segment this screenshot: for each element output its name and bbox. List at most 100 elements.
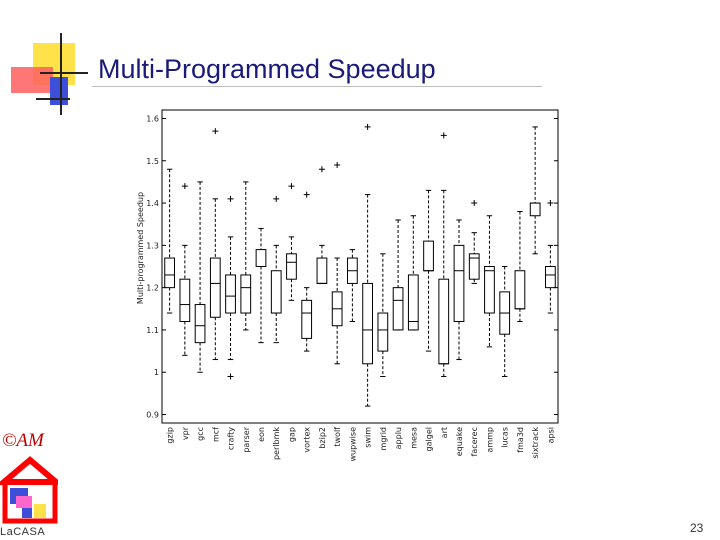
x-tick-label-ammp: ammp bbox=[485, 427, 494, 453]
box-body bbox=[179, 278, 191, 322]
box-crafty bbox=[225, 195, 236, 380]
x-tick-label-wupwise: wupwise bbox=[348, 427, 357, 462]
box-body bbox=[164, 257, 175, 289]
x-tick-label-lucas: lucas bbox=[501, 427, 510, 448]
box-wupwise bbox=[347, 249, 358, 322]
y-tick-label: 1.5 bbox=[146, 157, 159, 166]
box-applu bbox=[392, 219, 404, 331]
x-tick-label-twolf: twolf bbox=[333, 427, 342, 447]
outlier-marker bbox=[471, 200, 478, 207]
x-tick-label-vpr: vpr bbox=[181, 426, 190, 440]
y-ticks: 0.9 1 1.1 1.2 1.3 1.4 1.5 1.6 bbox=[146, 114, 558, 420]
lacasa-logo-text: LaCASA bbox=[0, 526, 46, 538]
box-body bbox=[423, 240, 434, 272]
box-gzip bbox=[164, 168, 175, 314]
decor-horizontal-line-short bbox=[36, 98, 70, 100]
y-tick-label: 1.4 bbox=[146, 199, 159, 208]
box-body bbox=[270, 270, 282, 314]
box-body bbox=[392, 287, 404, 331]
box-body bbox=[514, 270, 526, 310]
box-mgrid bbox=[377, 253, 389, 377]
box-vpr bbox=[179, 183, 191, 356]
box-swim bbox=[362, 123, 373, 407]
box-lucas bbox=[499, 266, 511, 377]
outlier-marker bbox=[227, 195, 234, 202]
y-tick-label: 1 bbox=[154, 368, 159, 377]
box-body bbox=[301, 299, 313, 339]
outlier-marker bbox=[227, 373, 234, 380]
x-tick-label-bzip2: bzip2 bbox=[318, 427, 327, 449]
x-tick-label-art: art bbox=[440, 427, 449, 438]
box-bzip2 bbox=[316, 166, 328, 284]
box-body bbox=[468, 253, 480, 280]
outlier-marker bbox=[547, 200, 554, 207]
x-tick-label-perlbmk: perlbmk bbox=[272, 427, 281, 460]
y-tick-label: 1.1 bbox=[146, 326, 159, 335]
box-body bbox=[194, 304, 206, 344]
box-sixtrack bbox=[529, 126, 541, 255]
box-body bbox=[453, 244, 465, 322]
y-tick-label: 1.3 bbox=[146, 241, 159, 250]
y-axis-label: Multi-programmed Speedup bbox=[136, 192, 145, 304]
x-tick-label-mgrid: mgrid bbox=[379, 427, 388, 450]
outlier-marker bbox=[212, 128, 219, 135]
box-ammp bbox=[484, 215, 495, 348]
box-body bbox=[255, 249, 267, 268]
x-tick-label-gcc: gcc bbox=[196, 427, 205, 441]
outlier-marker bbox=[303, 191, 310, 198]
box-facerec bbox=[468, 200, 480, 284]
x-tick-label-eon: eon bbox=[257, 427, 266, 442]
x-tick-label-mcf: mcf bbox=[211, 427, 220, 442]
box-art bbox=[438, 132, 450, 377]
outlier-marker bbox=[288, 183, 295, 190]
box-body bbox=[209, 257, 221, 318]
box-apsi bbox=[545, 200, 556, 314]
outlier-marker bbox=[318, 166, 325, 173]
box-body bbox=[529, 202, 541, 217]
box-body bbox=[407, 274, 419, 331]
outlier-marker bbox=[273, 195, 280, 202]
box-body bbox=[316, 257, 328, 284]
box-body bbox=[545, 266, 556, 289]
x-tick-label-apsi: apsi bbox=[546, 427, 555, 443]
y-tick-label: 0.9 bbox=[146, 411, 159, 420]
box-mesa bbox=[407, 215, 419, 331]
x-tick-label-equake: equake bbox=[455, 427, 464, 456]
x-tick-label-sixtrack: sixtrack bbox=[531, 427, 540, 459]
box-fma3d bbox=[514, 211, 526, 322]
box-galgel bbox=[423, 189, 434, 352]
box-parser bbox=[240, 181, 252, 331]
boxes bbox=[164, 123, 556, 407]
box-body bbox=[240, 274, 252, 314]
box-twolf bbox=[331, 161, 343, 365]
box-body bbox=[225, 274, 236, 314]
box-mcf bbox=[209, 128, 221, 361]
y-tick-label: 1.2 bbox=[146, 284, 159, 293]
outlier-marker bbox=[334, 161, 341, 168]
decor-horizontal-line bbox=[40, 72, 88, 74]
box-body bbox=[286, 253, 297, 280]
x-tick-label-vortex: vortex bbox=[303, 427, 312, 453]
box-body bbox=[438, 278, 450, 365]
x-tick-label-fma3d: fma3d bbox=[516, 427, 525, 453]
box-gap bbox=[286, 183, 297, 301]
outlier-marker bbox=[440, 132, 447, 139]
box-body bbox=[377, 312, 389, 352]
x-tick-label-parser: parser bbox=[242, 426, 251, 452]
box-body bbox=[484, 266, 495, 314]
box-eon bbox=[255, 227, 267, 344]
copyright-mark: ©AM bbox=[2, 430, 44, 451]
outlier-marker bbox=[364, 123, 371, 130]
box-perlbmk bbox=[270, 195, 282, 344]
x-tick-label-gap: gap bbox=[287, 427, 296, 442]
x-tick-label-mesa: mesa bbox=[409, 427, 418, 449]
box-body bbox=[362, 282, 373, 365]
box-equake bbox=[453, 219, 465, 361]
x-tick-label-galgel: galgel bbox=[425, 427, 434, 451]
x-tick-label-facerec: facerec bbox=[470, 427, 479, 456]
x-tick-label-swim: swim bbox=[364, 427, 373, 448]
plot-frame bbox=[161, 109, 559, 424]
x-tick-label-gzip: gzip bbox=[166, 427, 175, 444]
y-tick-label: 1.6 bbox=[146, 114, 159, 123]
